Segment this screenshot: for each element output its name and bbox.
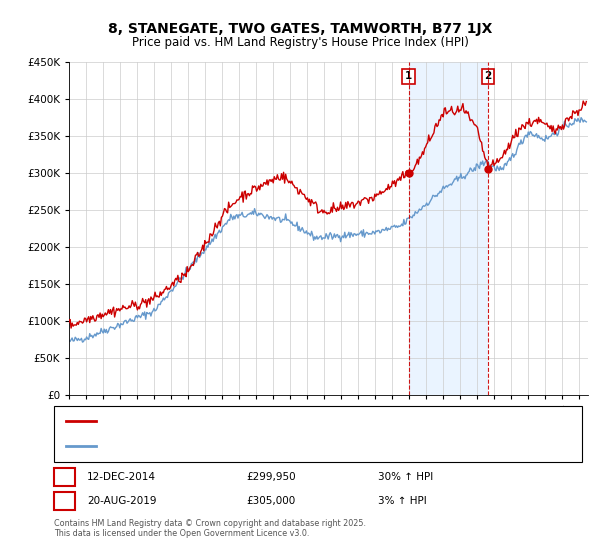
Text: 8, STANEGATE, TWO GATES, TAMWORTH, B77 1JX (detached house): 8, STANEGATE, TWO GATES, TAMWORTH, B77 1… bbox=[102, 416, 454, 426]
Text: 3% ↑ HPI: 3% ↑ HPI bbox=[378, 496, 427, 506]
Text: 2: 2 bbox=[61, 496, 68, 506]
Text: £299,950: £299,950 bbox=[246, 472, 296, 482]
Text: 1: 1 bbox=[61, 472, 68, 482]
Text: £305,000: £305,000 bbox=[246, 496, 295, 506]
Text: 8, STANEGATE, TWO GATES, TAMWORTH, B77 1JX: 8, STANEGATE, TWO GATES, TAMWORTH, B77 1… bbox=[108, 22, 492, 36]
Text: 1: 1 bbox=[405, 72, 412, 81]
Text: 20-AUG-2019: 20-AUG-2019 bbox=[87, 496, 157, 506]
Text: 30% ↑ HPI: 30% ↑ HPI bbox=[378, 472, 433, 482]
Text: HPI: Average price, detached house, Tamworth: HPI: Average price, detached house, Tamw… bbox=[102, 441, 346, 451]
Bar bbox=[409, 62, 488, 395]
Text: Price paid vs. HM Land Registry's House Price Index (HPI): Price paid vs. HM Land Registry's House … bbox=[131, 36, 469, 49]
Text: Contains HM Land Registry data © Crown copyright and database right 2025.
This d: Contains HM Land Registry data © Crown c… bbox=[54, 519, 366, 538]
Text: 12-DEC-2014: 12-DEC-2014 bbox=[87, 472, 156, 482]
Text: 2: 2 bbox=[485, 72, 492, 81]
